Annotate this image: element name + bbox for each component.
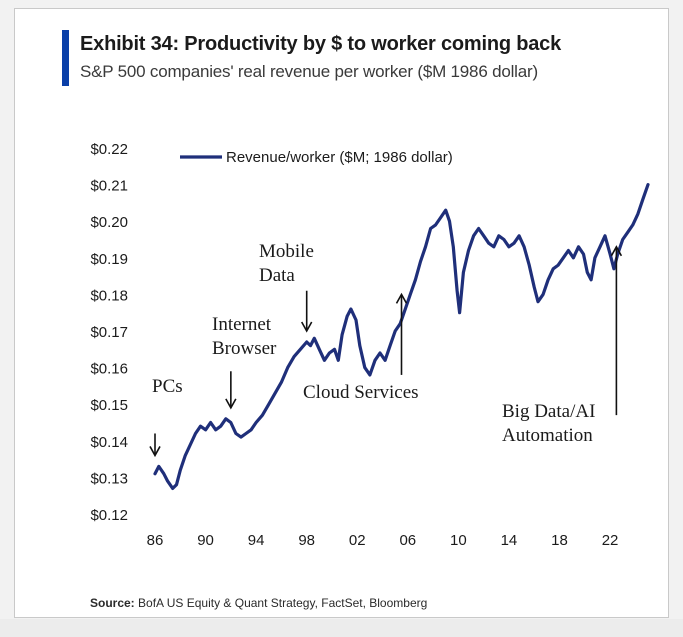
x-tick-label: 22 — [602, 532, 619, 549]
title-accent-bar — [62, 30, 69, 86]
y-tick-label: $0.12 — [90, 507, 128, 524]
chart-title: Exhibit 34: Productivity by $ to worker … — [80, 33, 562, 55]
annotation-arrowhead — [149, 446, 161, 458]
annotation-label: Mobile — [259, 241, 314, 262]
annotation-label: PCs — [152, 376, 183, 397]
source-label: Source: — [90, 596, 135, 610]
source-text: BofA US Equity & Quant Strategy, FactSet… — [138, 596, 428, 610]
annotation-arrowhead — [395, 292, 408, 304]
x-tick-label: 94 — [248, 532, 265, 549]
x-tick-label: 10 — [450, 532, 467, 549]
x-tick-label: 14 — [501, 532, 518, 549]
y-tick-label: $0.19 — [90, 251, 128, 268]
annotation-label: Automation — [502, 425, 593, 446]
legend-label: Revenue/worker ($M; 1986 dollar) — [226, 149, 453, 166]
y-tick-label: $0.15 — [90, 397, 128, 414]
source-note: Source: BofA US Equity & Quant Strategy,… — [90, 596, 427, 610]
exhibit-panel — [14, 8, 669, 618]
annotation-arrowhead — [610, 245, 623, 257]
x-tick-label: 98 — [298, 532, 315, 549]
y-tick-label: $0.16 — [90, 361, 128, 378]
x-tick-label: 02 — [349, 532, 366, 549]
y-tick-label: $0.20 — [90, 214, 128, 231]
x-tick-label: 90 — [197, 532, 214, 549]
annotation-label: Big Data/AI — [502, 401, 595, 422]
chart-subtitle: S&P 500 companies' real revenue per work… — [80, 62, 538, 81]
annotation-arrowhead — [300, 321, 313, 333]
line-chart: $0.12 $0.13 $0.14 $0.15 $0.16 $0.17 $0.18 $0.19… — [90, 141, 650, 549]
annotation-label: Internet — [212, 314, 272, 335]
y-tick-label: $0.22 — [90, 141, 128, 158]
y-tick-label: $0.17 — [90, 324, 128, 341]
series-line — [153, 183, 650, 490]
annotation-label: Browser — [212, 338, 277, 359]
annotation-label: Data — [259, 265, 295, 286]
bottom-strip — [0, 619, 683, 637]
series-layer — [153, 183, 650, 490]
x-axis: 86 90 94 98 02 06 10 14 18 22 — [147, 532, 619, 549]
annotation-arrowhead — [225, 398, 237, 410]
x-tick-label: 86 — [147, 532, 164, 549]
legend: Revenue/worker ($M; 1986 dollar) — [180, 149, 453, 166]
y-tick-label: $0.18 — [90, 287, 128, 304]
y-axis: $0.12 $0.13 $0.14 $0.15 $0.16 $0.17 $0.18 $0.19… — [90, 141, 128, 524]
y-tick-label: $0.14 — [90, 434, 128, 451]
y-tick-label: $0.21 — [90, 178, 128, 195]
x-tick-label: 18 — [551, 532, 568, 549]
x-tick-label: 06 — [399, 532, 416, 549]
y-tick-label: $0.13 — [90, 470, 128, 487]
annotation-label: Cloud Services — [303, 382, 419, 403]
annotations: PCs Internet Browser Mobile Data Cloud Servic… — [149, 241, 623, 458]
